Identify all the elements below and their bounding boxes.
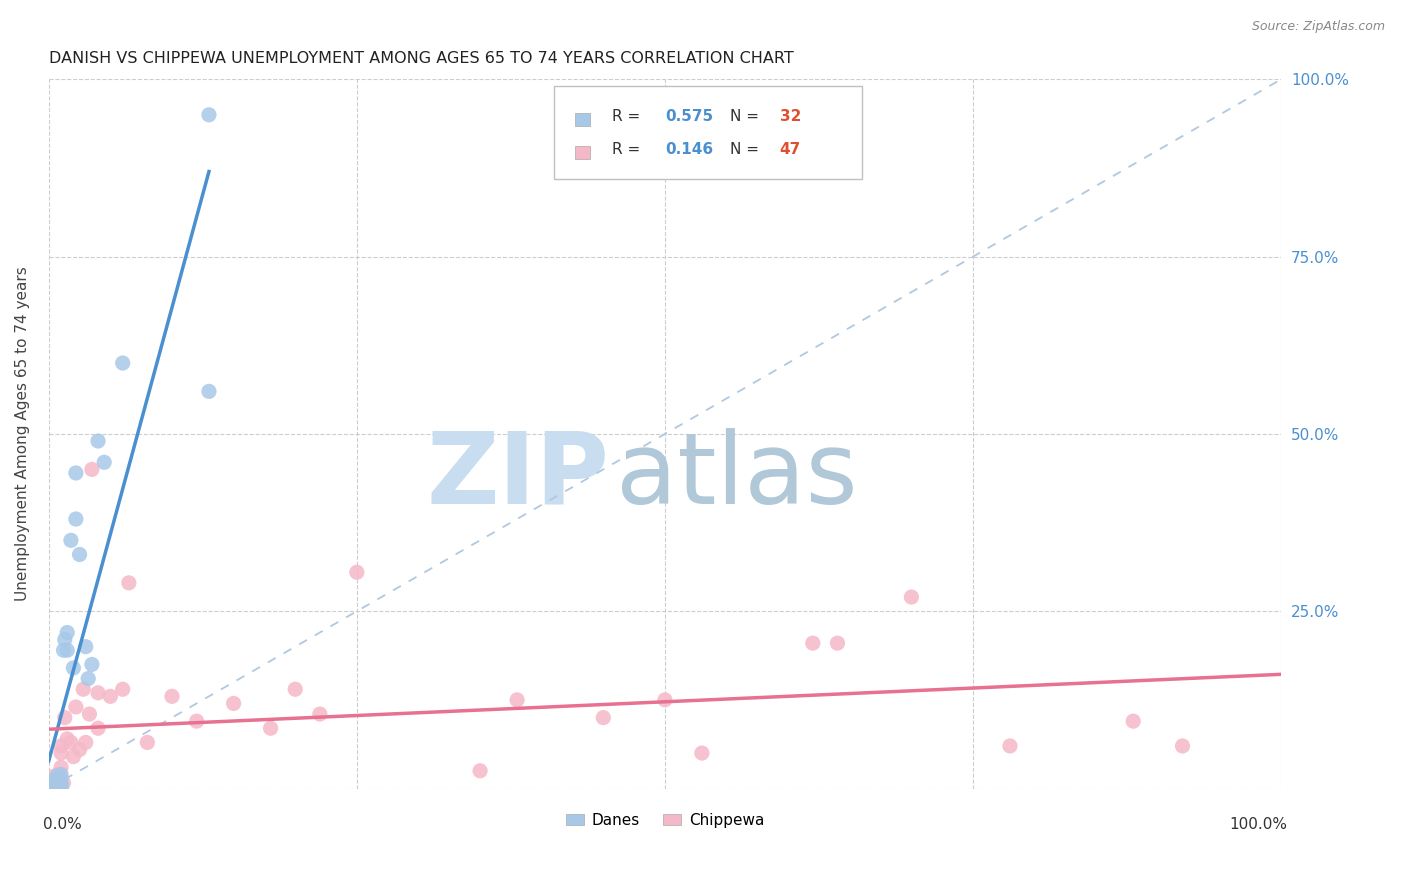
- Point: [309, 707, 332, 722]
- Point: [49, 781, 72, 796]
- Text: 47: 47: [779, 142, 801, 157]
- Point: [49, 779, 72, 793]
- Point: [49, 776, 72, 790]
- Point: [80, 657, 103, 672]
- Text: 32: 32: [779, 110, 801, 124]
- Point: [44, 769, 66, 783]
- Point: [44, 772, 66, 787]
- Point: [49, 760, 72, 774]
- Text: 0.0%: 0.0%: [42, 817, 82, 832]
- Point: [65, 466, 87, 480]
- Point: [111, 356, 134, 370]
- Bar: [575, 146, 591, 159]
- Text: Source: ZipAtlas.com: Source: ZipAtlas.com: [1251, 20, 1385, 33]
- Point: [77, 672, 100, 686]
- Point: [46, 769, 69, 783]
- Point: [44, 776, 66, 790]
- Point: [56, 731, 79, 746]
- Text: N =: N =: [730, 110, 763, 124]
- Point: [69, 548, 91, 562]
- Point: [827, 636, 849, 650]
- Point: [468, 764, 491, 778]
- Point: [65, 700, 87, 714]
- Point: [65, 512, 87, 526]
- Point: [44, 774, 66, 789]
- Point: [44, 781, 66, 796]
- Point: [53, 710, 76, 724]
- Text: 0.146: 0.146: [665, 142, 713, 157]
- Point: [75, 735, 97, 749]
- Point: [506, 693, 529, 707]
- Point: [1122, 714, 1144, 728]
- Point: [52, 776, 75, 790]
- Point: [44, 772, 66, 787]
- Point: [44, 774, 66, 789]
- Point: [59, 533, 82, 548]
- Bar: [575, 113, 591, 126]
- Point: [80, 462, 103, 476]
- Point: [284, 682, 307, 697]
- Point: [87, 721, 110, 735]
- Point: [62, 661, 84, 675]
- Point: [44, 778, 66, 792]
- Point: [49, 767, 72, 781]
- Point: [186, 714, 208, 728]
- Point: [654, 693, 676, 707]
- Text: ZIP: ZIP: [426, 428, 609, 525]
- Point: [136, 735, 159, 749]
- Point: [49, 771, 72, 785]
- Point: [59, 735, 82, 749]
- Point: [44, 780, 66, 794]
- Point: [44, 780, 66, 794]
- Point: [48, 767, 70, 781]
- Point: [93, 455, 115, 469]
- Text: atlas: atlas: [616, 428, 858, 525]
- Legend: Danes, Chippewa: Danes, Chippewa: [560, 807, 770, 834]
- Point: [79, 707, 101, 722]
- Point: [75, 640, 97, 654]
- Text: R =: R =: [612, 142, 645, 157]
- Point: [52, 643, 75, 657]
- Point: [160, 690, 183, 704]
- Point: [222, 697, 245, 711]
- Y-axis label: Unemployment Among Ages 65 to 74 years: Unemployment Among Ages 65 to 74 years: [15, 267, 30, 601]
- Text: 100.0%: 100.0%: [1229, 817, 1288, 832]
- Point: [998, 739, 1021, 753]
- Point: [98, 690, 121, 704]
- FancyBboxPatch shape: [554, 87, 862, 178]
- Point: [49, 780, 72, 794]
- Point: [44, 780, 66, 794]
- Point: [44, 776, 66, 790]
- Point: [69, 742, 91, 756]
- Point: [118, 575, 141, 590]
- Point: [1171, 739, 1194, 753]
- Point: [87, 686, 110, 700]
- Point: [198, 384, 221, 399]
- Point: [49, 739, 72, 753]
- Point: [56, 625, 79, 640]
- Point: [87, 434, 110, 448]
- Text: N =: N =: [730, 142, 763, 157]
- Point: [259, 721, 281, 735]
- Point: [62, 749, 84, 764]
- Point: [46, 779, 69, 793]
- Text: R =: R =: [612, 110, 645, 124]
- Point: [49, 746, 72, 760]
- Text: 0.575: 0.575: [665, 110, 713, 124]
- Point: [801, 636, 824, 650]
- Point: [44, 778, 66, 792]
- Point: [44, 771, 66, 785]
- Point: [53, 632, 76, 647]
- Point: [72, 682, 94, 697]
- Point: [56, 643, 79, 657]
- Point: [346, 566, 368, 580]
- Point: [690, 746, 713, 760]
- Point: [48, 779, 70, 793]
- Point: [900, 590, 922, 604]
- Point: [592, 710, 614, 724]
- Text: DANISH VS CHIPPEWA UNEMPLOYMENT AMONG AGES 65 TO 74 YEARS CORRELATION CHART: DANISH VS CHIPPEWA UNEMPLOYMENT AMONG AG…: [49, 51, 793, 66]
- Point: [198, 108, 221, 122]
- Point: [111, 682, 134, 697]
